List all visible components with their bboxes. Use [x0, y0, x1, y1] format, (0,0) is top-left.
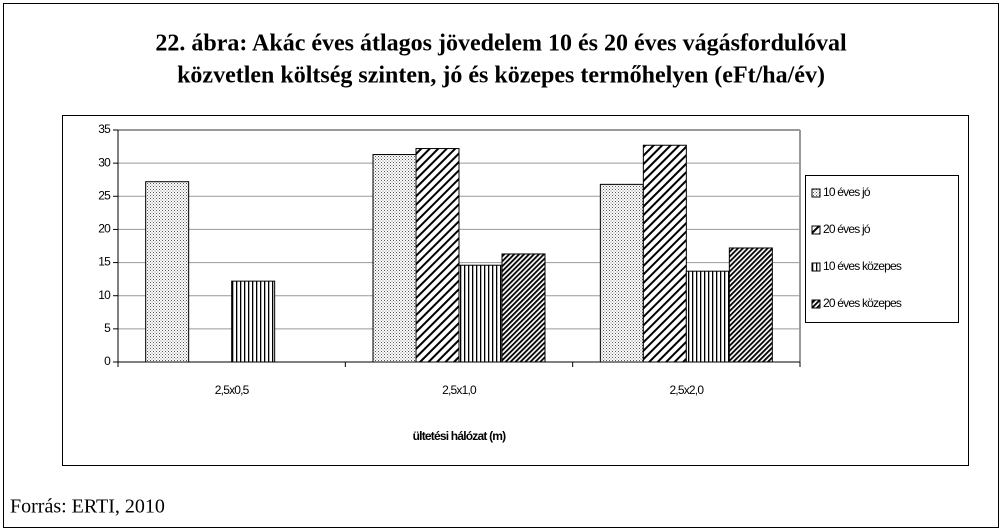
chart-title: 22. ábra: Akác éves átlagos jövedelem 10…	[155, 31, 847, 57]
legend-label: 20 éves jó	[823, 222, 871, 236]
legend-swatch	[811, 299, 821, 309]
chart-title: közvetlen költség szinten, jó és közepes…	[177, 63, 825, 89]
outer-frame	[3, 3, 999, 528]
x-tick-label: 2,5x0,5	[215, 383, 250, 397]
x-axis-label: ültetési hálózat (m)	[413, 429, 506, 443]
x-tick-label: 2,5x1,0	[442, 383, 477, 397]
bar	[231, 280, 276, 363]
bar	[415, 148, 460, 363]
bar	[685, 270, 730, 363]
bar	[458, 264, 503, 363]
y-tick-label: 10	[98, 288, 111, 302]
chart-frame	[62, 115, 969, 466]
legend-label: 20 éves közepes	[823, 296, 902, 310]
bar	[145, 181, 190, 363]
y-tick-label: 5	[104, 321, 111, 335]
legend-label: 10 éves közepes	[823, 259, 902, 273]
legend-swatch	[811, 225, 821, 235]
bar	[728, 247, 773, 363]
legend-frame	[805, 175, 959, 323]
source: Forrás: ERTI, 2010	[10, 496, 165, 518]
legend-swatch	[811, 262, 821, 272]
x-tick-label: 2,5x2,0	[669, 383, 704, 397]
legend-label: 10 éves jó	[823, 185, 871, 199]
y-tick-label: 35	[98, 122, 111, 136]
bar	[372, 154, 417, 363]
bar	[501, 253, 546, 363]
y-tick-label: 0	[104, 354, 111, 368]
y-tick-label: 15	[98, 255, 111, 269]
legend-swatch	[811, 188, 821, 198]
y-tick-label: 30	[98, 155, 111, 169]
bar	[642, 144, 687, 363]
y-tick-label: 20	[98, 222, 111, 236]
bar	[599, 183, 644, 363]
y-tick-label: 25	[98, 188, 111, 202]
